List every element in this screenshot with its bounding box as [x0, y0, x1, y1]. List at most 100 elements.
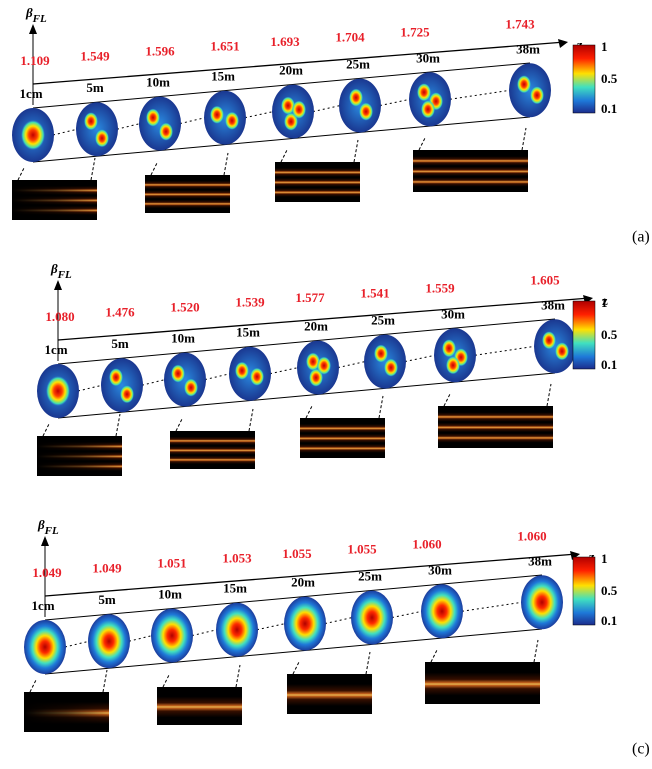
beta-value: 1.693 — [270, 34, 300, 49]
beam-profile — [229, 347, 271, 401]
inset-stripe — [157, 697, 242, 718]
dotted-link — [270, 368, 298, 374]
beta-value: 1.651 — [210, 39, 239, 54]
position-label: 38m — [541, 297, 565, 312]
arrow-head — [558, 39, 568, 48]
dotted-link — [405, 355, 435, 361]
mode-lobe — [421, 100, 435, 118]
position-label: 30m — [428, 562, 452, 577]
dashed-link — [91, 158, 95, 180]
position-label: 38m — [528, 553, 552, 568]
inset-stripe — [438, 423, 553, 432]
beta-subscript: FL — [32, 13, 47, 25]
position-label: 10m — [171, 331, 195, 346]
beta-value: 1.060 — [517, 529, 546, 544]
inset-stripe — [145, 181, 230, 189]
colorbar — [573, 301, 595, 369]
beam-profile — [164, 353, 206, 407]
colorbar-label: 1 — [601, 295, 608, 310]
dotted-link — [338, 362, 365, 368]
mode-lobe — [184, 379, 198, 397]
beam-profile — [364, 335, 406, 389]
dashed-link — [534, 640, 538, 662]
mode-lobe — [292, 101, 306, 119]
mode-lobe — [225, 112, 239, 130]
dashed-link — [249, 409, 253, 431]
mode-lobe — [120, 385, 134, 403]
mode-lobe — [417, 83, 431, 101]
inset-stripe — [170, 437, 255, 445]
inset-stripe — [170, 446, 255, 454]
inset-stripe — [170, 456, 255, 464]
mode-lobe — [359, 103, 373, 121]
mode-lobe — [21, 120, 45, 150]
mode-lobe — [210, 106, 224, 124]
beam-profile — [24, 620, 66, 674]
position-label: 20m — [291, 575, 315, 590]
dashed-link — [547, 384, 551, 406]
dotted-link — [380, 99, 410, 105]
dashed-link — [224, 153, 228, 175]
dashed-link — [444, 394, 450, 406]
beta-value: 1.049 — [32, 565, 62, 580]
dotted-link — [142, 380, 165, 386]
position-label: 38m — [516, 41, 540, 56]
beam-profile — [88, 614, 130, 668]
panel-label: (a) — [632, 229, 650, 246]
inset-stripe — [275, 188, 360, 197]
inset-stripe — [425, 673, 540, 696]
position-label: 1cm — [44, 342, 67, 357]
position-label: 5m — [98, 592, 116, 607]
inset-stripe — [438, 412, 553, 421]
position-label: 5m — [86, 80, 104, 95]
mode-lobe — [171, 365, 185, 383]
inset-stripe — [300, 444, 385, 453]
position-label: 1cm — [31, 598, 54, 613]
dotted-link — [325, 618, 352, 624]
beta-value: 1.541 — [360, 285, 389, 300]
inset-stripe — [413, 156, 528, 165]
dotted-link — [245, 112, 273, 118]
colorbar-label: 1 — [601, 39, 608, 54]
colorbar — [573, 45, 595, 113]
dotted-link — [205, 374, 230, 380]
beam-profile — [534, 319, 576, 373]
dotted-link — [475, 346, 535, 355]
position-label: 30m — [441, 306, 465, 321]
inset-taper — [37, 436, 122, 476]
mode-lobe — [349, 89, 363, 107]
dashed-link — [354, 140, 358, 162]
inset-stripe — [275, 168, 360, 177]
beta-label: βFL — [50, 261, 72, 281]
beam-profile — [76, 102, 118, 156]
beta-value: 1.520 — [170, 300, 199, 315]
beam-profile — [139, 97, 181, 151]
dashed-link — [176, 419, 182, 431]
dashed-link — [419, 138, 425, 150]
dotted-link — [450, 90, 510, 99]
mode-lobe — [442, 339, 456, 357]
dashed-link — [151, 163, 157, 175]
mode-lobe — [146, 109, 160, 127]
mode-lobe — [250, 368, 264, 386]
dashed-link — [281, 150, 287, 162]
arrow-head — [41, 536, 49, 546]
dashed-link — [163, 675, 169, 687]
inset-stripe — [145, 190, 230, 198]
mode-lobe — [109, 368, 123, 386]
dashed-link — [116, 414, 120, 436]
beta-value: 1.060 — [412, 536, 441, 551]
panel: βFLz1cm1.1095m1.54910m1.59615m1.65120m1.… — [12, 5, 650, 246]
beta-label: βFL — [25, 5, 47, 25]
mode-lobe — [46, 376, 70, 406]
dashed-link — [30, 680, 36, 692]
dashed-link — [306, 406, 312, 418]
beta-value: 1.539 — [235, 295, 265, 310]
position-label: 15m — [211, 69, 235, 84]
mode-lobe — [317, 357, 331, 375]
beta-value: 1.055 — [282, 546, 312, 561]
inset-taper — [12, 180, 97, 220]
beam-profile — [351, 591, 393, 645]
beta-value: 1.559 — [425, 280, 455, 295]
mode-lobe — [530, 86, 544, 104]
